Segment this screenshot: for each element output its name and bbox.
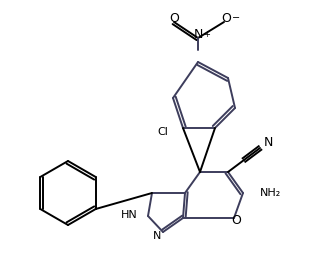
Text: +: + — [203, 30, 210, 39]
Text: N: N — [193, 28, 203, 41]
Text: O: O — [231, 215, 241, 227]
Text: O: O — [169, 12, 179, 24]
Text: N: N — [264, 136, 273, 150]
Text: −: − — [232, 13, 240, 23]
Text: NH₂: NH₂ — [260, 188, 281, 198]
Text: HN: HN — [121, 210, 138, 220]
Text: N: N — [153, 231, 161, 241]
Text: O: O — [221, 12, 231, 24]
Text: Cl: Cl — [157, 127, 168, 137]
